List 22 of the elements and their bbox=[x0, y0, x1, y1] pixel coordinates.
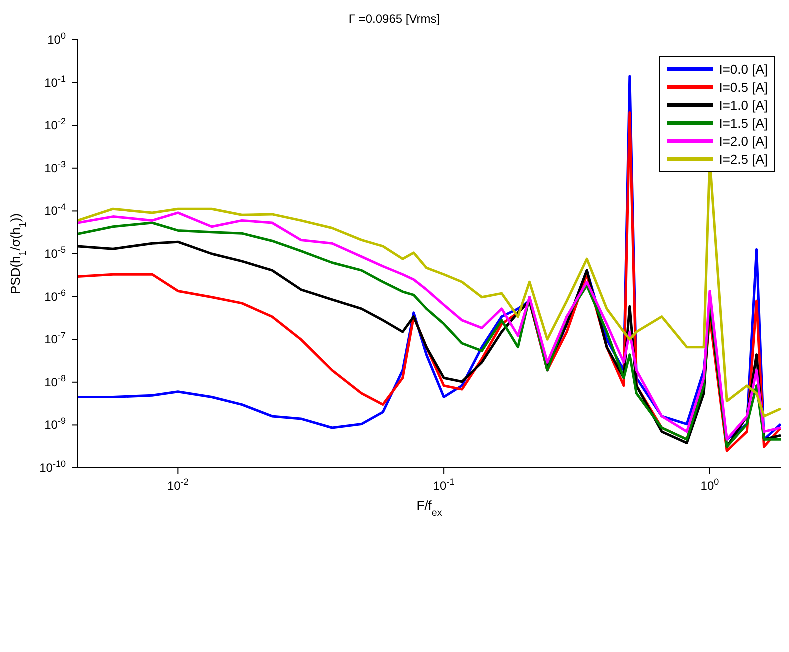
y-tick-label: 10$^{-9}$ bbox=[44, 416, 66, 432]
y-tick-label: 10$^{-2}$ bbox=[44, 116, 66, 133]
x-tick-label: 10$^{-1}$ bbox=[433, 477, 455, 493]
y-tick-label: 10$^{-6}$ bbox=[44, 288, 66, 304]
y-tick-label: 10$^{-1}$ bbox=[44, 74, 66, 90]
y-tick-label: 10$^{-10}$ bbox=[40, 459, 66, 475]
y-tick-label: 10$^{-7}$ bbox=[44, 330, 66, 347]
legend-label: I=2.0 [A] bbox=[719, 134, 768, 148]
y-tick-label: 10$^{-5}$ bbox=[44, 245, 66, 261]
y-tick-label: 10$^{-8}$ bbox=[44, 373, 66, 390]
y-tick-label: 10$^{0}$ bbox=[48, 31, 66, 47]
chart-title: Γ =0.0965 [Vrms] bbox=[348, 12, 442, 26]
legend-label: I=0.5 [A] bbox=[719, 80, 768, 94]
legend-label: I=1.5 [A] bbox=[719, 116, 768, 130]
legend-label: I=0.0 [A] bbox=[719, 62, 768, 76]
x-tick-label: 10$^{-2}$ bbox=[167, 477, 189, 493]
x-axis-title: F/f$_{ex}$ bbox=[416, 498, 442, 518]
y-tick-label: 10$^{-3}$ bbox=[44, 159, 66, 176]
legend-label: I=1.0 [A] bbox=[719, 98, 768, 112]
x-tick-label: 10$^{0}$ bbox=[700, 477, 720, 493]
legend-label: I=2.5 [A] bbox=[719, 152, 768, 166]
y-tick-label: 10$^{-4}$ bbox=[44, 202, 66, 218]
